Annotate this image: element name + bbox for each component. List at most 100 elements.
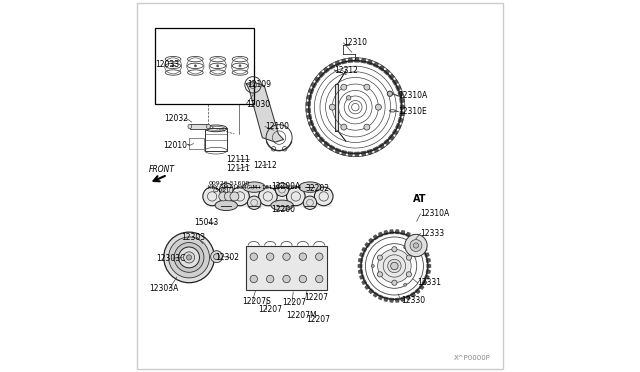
Polygon shape	[427, 264, 431, 268]
Text: 15043: 15043	[195, 218, 218, 227]
Bar	[189, 138, 204, 149]
Ellipse shape	[243, 182, 266, 192]
Polygon shape	[360, 253, 364, 257]
Circle shape	[250, 253, 257, 260]
Polygon shape	[207, 187, 331, 206]
Polygon shape	[379, 295, 383, 299]
Text: X^P0000P: X^P0000P	[454, 355, 491, 361]
Polygon shape	[330, 145, 335, 150]
Polygon shape	[307, 114, 312, 119]
Polygon shape	[388, 134, 394, 140]
Circle shape	[303, 196, 317, 209]
Text: (302): (302)	[212, 188, 228, 193]
Polygon shape	[396, 124, 401, 128]
Polygon shape	[246, 82, 284, 142]
Polygon shape	[324, 141, 330, 147]
Polygon shape	[392, 80, 397, 85]
Polygon shape	[365, 243, 370, 247]
Polygon shape	[385, 231, 388, 235]
Circle shape	[346, 96, 351, 100]
Circle shape	[248, 196, 261, 209]
Polygon shape	[422, 248, 427, 252]
Circle shape	[406, 255, 412, 260]
Circle shape	[378, 272, 383, 277]
Polygon shape	[361, 151, 365, 156]
Polygon shape	[307, 102, 310, 106]
Circle shape	[230, 192, 239, 201]
Circle shape	[195, 65, 196, 67]
Polygon shape	[355, 58, 359, 62]
Circle shape	[316, 253, 323, 260]
Polygon shape	[425, 253, 429, 257]
Polygon shape	[401, 297, 404, 301]
Polygon shape	[390, 230, 394, 234]
Circle shape	[341, 84, 347, 90]
Circle shape	[275, 183, 289, 196]
Polygon shape	[308, 121, 314, 125]
Circle shape	[184, 252, 195, 263]
Polygon shape	[348, 58, 353, 62]
Circle shape	[410, 240, 422, 251]
Polygon shape	[369, 289, 374, 293]
Polygon shape	[406, 232, 410, 237]
Polygon shape	[398, 92, 403, 97]
Circle shape	[216, 65, 219, 67]
Polygon shape	[330, 64, 335, 69]
Polygon shape	[395, 230, 399, 234]
Text: 12303: 12303	[182, 233, 205, 242]
Polygon shape	[400, 99, 404, 103]
Polygon shape	[315, 132, 320, 137]
Polygon shape	[307, 108, 310, 113]
Circle shape	[174, 243, 204, 272]
Polygon shape	[411, 292, 415, 297]
Circle shape	[371, 264, 374, 267]
Circle shape	[214, 254, 220, 260]
Polygon shape	[415, 289, 420, 293]
Text: 12030: 12030	[246, 100, 271, 109]
Polygon shape	[312, 126, 316, 131]
Text: 12010: 12010	[163, 141, 187, 150]
Circle shape	[388, 259, 401, 273]
Circle shape	[179, 247, 200, 268]
Polygon shape	[400, 111, 404, 116]
Polygon shape	[355, 153, 359, 156]
Circle shape	[404, 283, 406, 286]
Text: 12302: 12302	[215, 253, 239, 262]
Polygon shape	[415, 239, 420, 243]
Polygon shape	[312, 83, 316, 88]
Polygon shape	[348, 152, 353, 156]
Polygon shape	[426, 269, 430, 273]
Circle shape	[164, 232, 214, 283]
Circle shape	[287, 187, 305, 206]
Circle shape	[299, 275, 307, 283]
Ellipse shape	[207, 124, 211, 129]
Circle shape	[283, 253, 291, 260]
Polygon shape	[422, 280, 427, 284]
Polygon shape	[406, 295, 410, 299]
Text: 12312: 12312	[334, 66, 358, 75]
Text: 32202: 32202	[306, 185, 330, 193]
Circle shape	[392, 247, 397, 252]
Circle shape	[266, 253, 274, 260]
Polygon shape	[308, 89, 314, 94]
Polygon shape	[336, 148, 340, 153]
Ellipse shape	[188, 124, 191, 129]
Polygon shape	[419, 285, 424, 289]
Polygon shape	[307, 95, 312, 100]
Polygon shape	[360, 275, 364, 279]
Polygon shape	[388, 75, 394, 80]
Circle shape	[378, 255, 383, 260]
Polygon shape	[379, 66, 384, 71]
Circle shape	[390, 262, 398, 270]
Circle shape	[404, 246, 406, 249]
Text: 12207S: 12207S	[242, 297, 271, 306]
Polygon shape	[379, 143, 384, 148]
Circle shape	[413, 243, 419, 248]
Circle shape	[406, 272, 412, 277]
Text: 12303C: 12303C	[156, 254, 186, 263]
Ellipse shape	[271, 200, 293, 211]
Polygon shape	[365, 285, 370, 289]
Polygon shape	[358, 269, 362, 273]
Text: 12303A: 12303A	[150, 284, 179, 293]
Text: 12112: 12112	[253, 161, 276, 170]
